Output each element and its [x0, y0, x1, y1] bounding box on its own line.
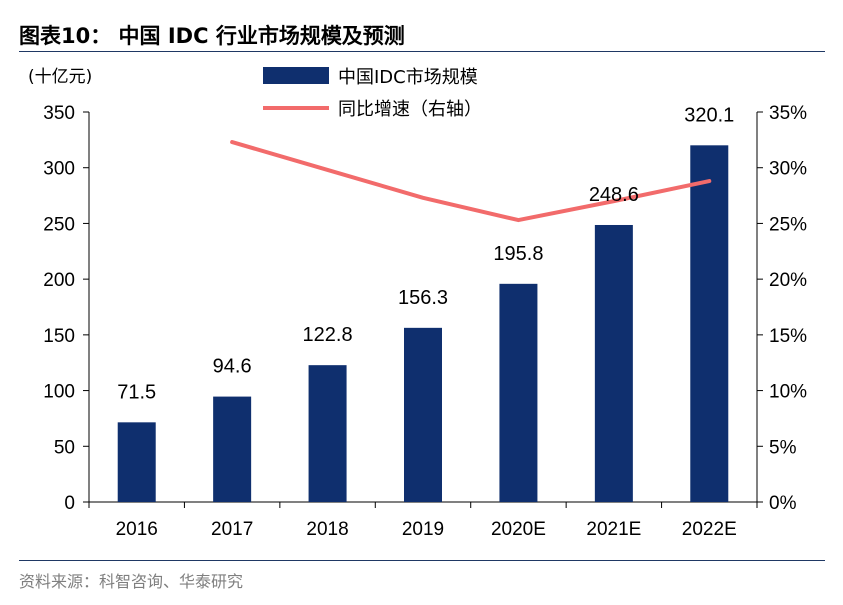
y2-tick-label: 0% [769, 493, 797, 514]
y-tick-label: 300 [43, 159, 75, 180]
y2-tick-label: 30% [769, 159, 807, 180]
bar [213, 396, 252, 502]
y-tick-label: 50 [54, 437, 75, 458]
bar [404, 327, 442, 502]
bar [117, 422, 156, 502]
bar-value-label: 94.6 [213, 356, 252, 378]
x-tick-label: 2019 [402, 519, 444, 540]
y2-tick-label: 5% [769, 437, 797, 458]
y2-tick-label: 20% [769, 270, 807, 291]
chart-title: 图表10： 中国 IDC 行业市场规模及预测 [19, 24, 405, 48]
title-divider [19, 51, 825, 52]
y-axis-unit-label: (十亿元) [28, 67, 92, 87]
legend-label-bar: 中国IDC市场规模 [338, 67, 478, 88]
bar [690, 145, 729, 502]
y-tick-label: 200 [43, 270, 75, 291]
bar-value-label: 320.1 [684, 104, 734, 126]
source-note: 资料来源：科智咨询、华泰研究 [19, 572, 244, 591]
y2-tick-label: 15% [769, 326, 807, 347]
bar-value-label: 122.8 [303, 324, 353, 346]
bar-value-label: 156.3 [398, 287, 448, 309]
x-tick-label: 2021E [586, 519, 641, 540]
y-tick-label: 250 [43, 214, 75, 235]
x-tick-label: 2017 [211, 519, 253, 540]
bar-value-label: 195.8 [493, 243, 543, 265]
bar [308, 365, 347, 502]
y-tick-label: 0 [64, 493, 75, 514]
x-tick-label: 2020E [491, 519, 546, 540]
bar-value-label: 248.6 [589, 184, 639, 206]
legend-swatch-bar [263, 67, 329, 84]
bar-value-labels-group: 71.5 94.6 122.8 156.3 195.8 248.6 320.1 [117, 104, 734, 403]
source-divider [19, 560, 825, 561]
growth-rate-line [230, 140, 712, 223]
y2-tick-label: 10% [769, 382, 807, 403]
x-tick-label: 2018 [306, 519, 348, 540]
x-tick-label: 2022E [682, 519, 737, 540]
y2-tick-label: 35% [769, 103, 807, 124]
axes-group: 0 50 100 150 200 250 300 350 0% 5% 10% 15% 20% 25% 30%… [43, 103, 807, 540]
bar-value-label: 71.5 [117, 381, 156, 403]
y2-tick-label: 25% [769, 214, 807, 235]
legend-label-line: 同比增速（右轴） [338, 99, 482, 120]
chart-svg: (十亿元) 0 50 100 150 200 250 300 350 0% 5% 10% 15% 20%… [28, 67, 807, 540]
bar [594, 224, 633, 502]
y-tick-label: 150 [43, 326, 75, 347]
x-tick-label: 2016 [116, 519, 158, 540]
bar [499, 283, 538, 502]
bars-group [117, 145, 729, 502]
y-tick-label: 350 [43, 103, 75, 124]
y-tick-label: 100 [43, 382, 75, 403]
growth-line-group [230, 140, 712, 223]
